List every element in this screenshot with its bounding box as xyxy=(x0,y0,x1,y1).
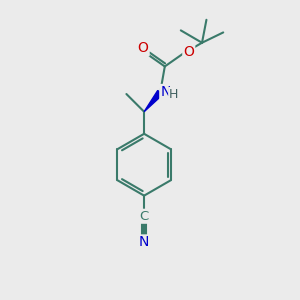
Text: C: C xyxy=(140,210,149,223)
Text: N: N xyxy=(139,236,149,250)
Polygon shape xyxy=(144,91,163,112)
Text: O: O xyxy=(138,41,148,56)
Text: H: H xyxy=(169,88,178,100)
Text: O: O xyxy=(183,45,194,59)
Text: N: N xyxy=(160,85,171,99)
